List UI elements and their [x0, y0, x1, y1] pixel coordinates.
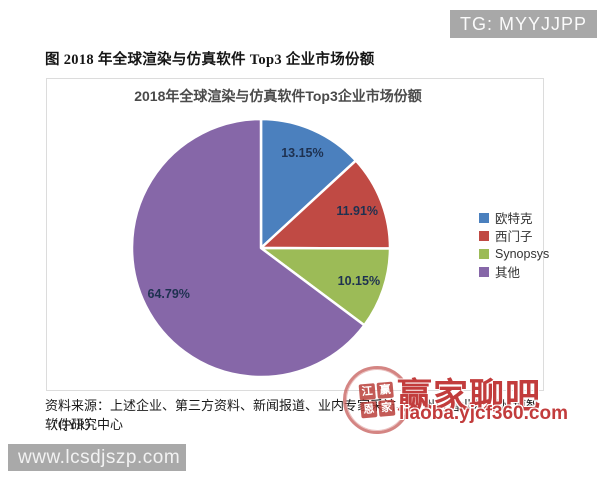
chart-legend: 欧特克西门子 Synopsys 其他 [479, 211, 549, 283]
source-note-line2: 软件研究中心 [45, 417, 124, 432]
legend-label: 其他 [495, 266, 521, 280]
pie-slice-0 [259, 117, 358, 250]
figure-caption: 图 2018 年全球渲染与仿真软件 Top3 企业市场份额 [45, 52, 375, 68]
legend-label: Synopsys [495, 246, 550, 261]
pie-slice-label-1: 11.91% [336, 203, 379, 218]
legend-item-2: Synopsys [479, 246, 550, 261]
seal-characters: 江赢恩家 [358, 381, 396, 419]
legend-label: 欧特克 [495, 212, 533, 226]
seal-char-0: 江 [358, 383, 376, 401]
legend-item-3: 其他 [479, 265, 549, 280]
pie-slice-3 [130, 117, 366, 379]
chart-title: 2018年全球渲染与仿真软件Top3企业市场份额 [134, 88, 422, 104]
pie-slice-label-2: 10.15% [337, 273, 381, 288]
pie-slice-1 [259, 159, 392, 250]
legend-label: 西门子 [495, 230, 533, 244]
watermark-url: liaoba.yjcf360.com [399, 403, 568, 424]
legend-swatch-icon [479, 248, 489, 259]
seal-char-3: 家 [378, 399, 396, 417]
source-note-line1: 资料来源：上述企业、第三方资料、新闻报道、业内专家采访、恒州博智业和恒州博智（Q… [45, 398, 540, 432]
legend-swatch-icon [479, 212, 489, 223]
legend-item-0: 欧特克 [479, 211, 549, 226]
seal-char-2: 恩 [360, 401, 378, 419]
chart-panel: 2018年全球渲染与仿真软件Top3企业市场份额 13.15% 11.91% 10.… [46, 78, 549, 391]
pie-slice-label-3: 64.79% [147, 287, 190, 302]
legend-swatch-icon [479, 230, 489, 241]
seal-char-1: 赢 [376, 381, 394, 399]
watermark-brand: 赢家聊吧 [397, 377, 542, 416]
legend-item-1: 西门子 [479, 229, 549, 244]
pie-chart: 13.15% 11.91% 10.15% 64.79% [129, 116, 393, 380]
pie-slice-2 [259, 246, 392, 327]
pie-slice-label-0: 13.15% [281, 146, 324, 161]
legend-swatch-icon [479, 266, 489, 277]
site-url-badge: www.lcsdjszp.com [8, 444, 186, 471]
pie-svg [130, 117, 392, 379]
telegram-badge: TG: MYYJJPP [450, 10, 597, 38]
